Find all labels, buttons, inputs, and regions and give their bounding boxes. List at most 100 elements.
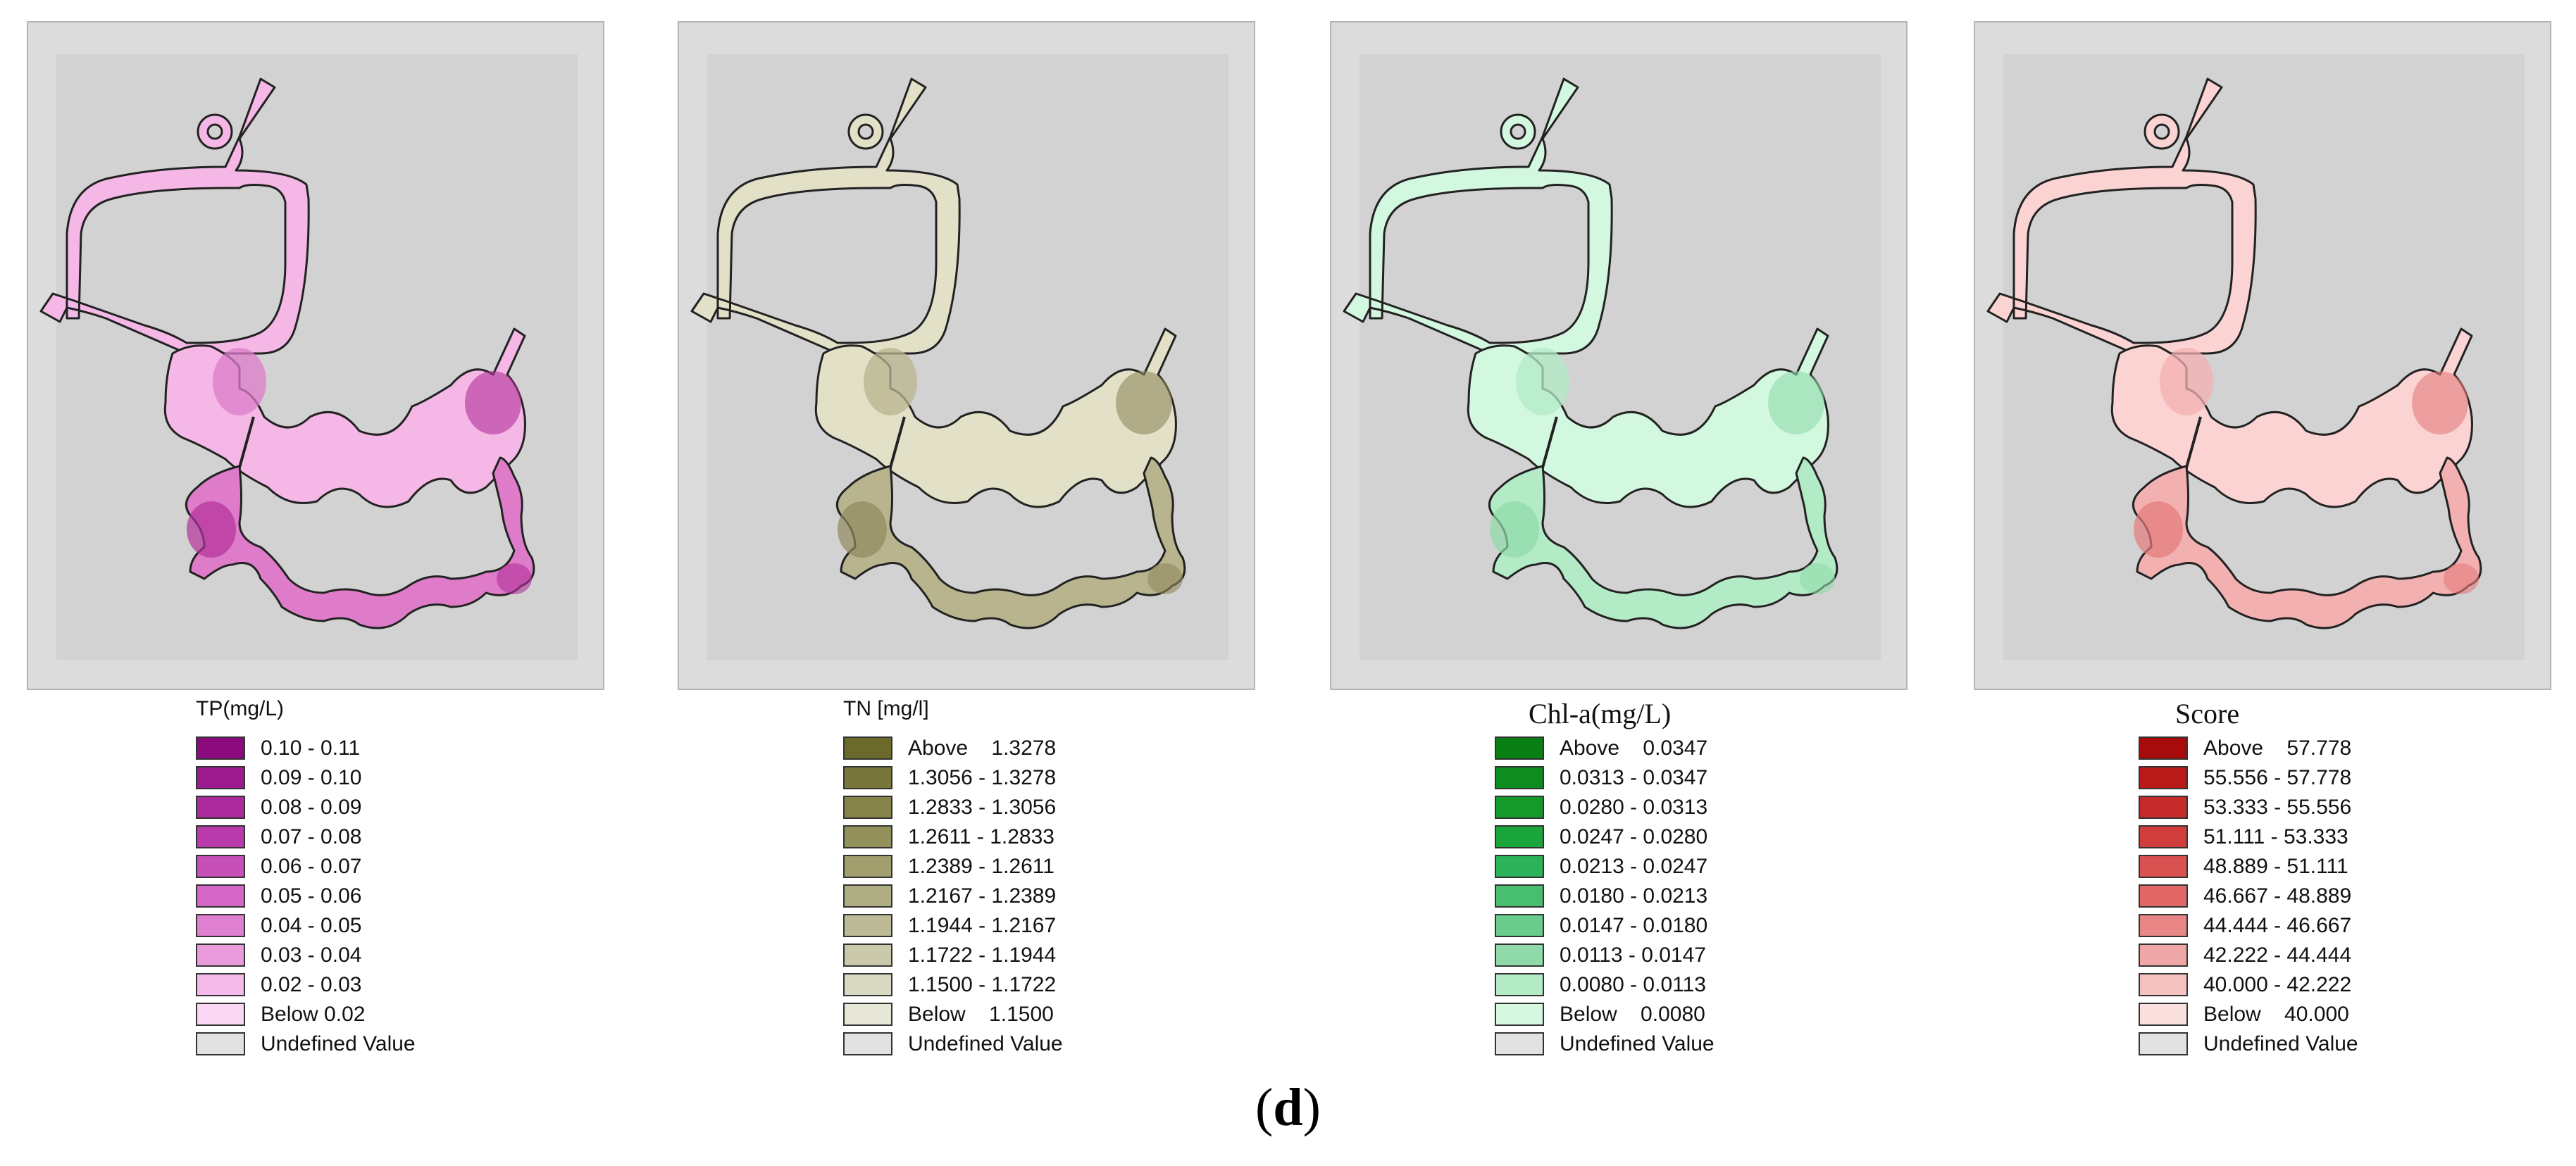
northern-channel (1343, 77, 1613, 358)
legend-label: 1.2389 - 1.2611 (908, 855, 1054, 878)
caption-letter: d (1273, 1078, 1303, 1137)
legend-label: 0.09 - 0.10 (261, 766, 362, 789)
legend-label: 0.10 - 0.11 (261, 736, 361, 760)
legend-swatch (196, 1032, 245, 1055)
lake-shape (39, 77, 535, 629)
panel-tn: TN [mg/l] Above 1.3278 1.3056 - 1.3278 1.2… (678, 0, 1312, 1055)
legend-label: 0.0080 - 0.0113 (1560, 973, 1706, 996)
connector-channel (238, 416, 255, 468)
legend-swatch (2139, 796, 2188, 819)
legend-swatch (1495, 1003, 1544, 1026)
legend-swatch (843, 766, 892, 789)
legend-swatch (196, 736, 245, 760)
legend-label: 1.2833 - 1.3056 (908, 796, 1057, 819)
legend-title: TN [mg/l] (843, 697, 929, 720)
legend-swatch (843, 884, 892, 908)
legend-swatch (1495, 796, 1544, 819)
legend-label: 51.111 - 53.333 (2203, 825, 2348, 848)
legend-swatch (843, 1003, 892, 1026)
northern-channel (690, 77, 961, 358)
legend-label: 1.2167 - 1.2389 (908, 884, 1057, 908)
concentration-zone (1516, 348, 1569, 415)
legend-swatch (2139, 855, 2188, 878)
concentration-zone (2444, 563, 2479, 594)
central-basin (1467, 327, 1829, 508)
northern-channel (1986, 77, 2257, 358)
northern-channel (39, 77, 310, 358)
central-basin (163, 327, 526, 508)
concentration-zone (497, 563, 532, 594)
legend-label: Undefined Value (261, 1032, 416, 1055)
roundabout-island (1510, 123, 1526, 140)
legend-swatch (843, 944, 892, 967)
legend-swatch (1495, 855, 1544, 878)
legend-label: 0.0313 - 0.0347 (1560, 766, 1708, 789)
legend-title: Score (2175, 698, 2240, 729)
legend-swatch (1495, 1032, 1544, 1055)
concentration-zone (465, 371, 521, 434)
southern-channel (835, 456, 1186, 629)
caption-close: ) (1302, 1078, 1321, 1137)
legend-label: 46.667 - 48.889 (2203, 884, 2352, 908)
legend-swatch (843, 1032, 892, 1055)
legend-swatch (2139, 825, 2188, 848)
legend-swatch (1495, 736, 1544, 760)
legend-label: 1.2611 - 1.2833 (908, 825, 1054, 848)
legend-swatch (2139, 736, 2188, 760)
legend-label: Below 0.02 (261, 1003, 366, 1026)
legend-label: 0.05 - 0.06 (261, 884, 362, 908)
concentration-zone (2412, 371, 2468, 434)
legend-swatch (843, 825, 892, 848)
legend-swatch (196, 884, 245, 908)
legend-swatch (196, 796, 245, 819)
legend-swatch (196, 766, 245, 789)
map-plot-area (56, 54, 578, 660)
lake-shape (690, 77, 1186, 629)
lake-map (1986, 77, 2482, 629)
concentration-zone (1490, 501, 1539, 558)
legend-swatch (843, 973, 892, 996)
legend-swatch (2139, 1032, 2188, 1055)
concentration-zone (864, 348, 917, 415)
legend-swatch (1495, 825, 1544, 848)
legend-label: 0.0180 - 0.0213 (1560, 884, 1708, 908)
legend-label: 44.444 - 46.667 (2203, 914, 2352, 937)
legend-title: Chl-a(mg/L) (1529, 698, 1672, 729)
legend-label: 0.08 - 0.09 (261, 796, 362, 819)
figure-caption: (d) (0, 1077, 2576, 1139)
legend-swatch (1495, 914, 1544, 937)
legend-label: 0.0280 - 0.0313 (1560, 796, 1708, 819)
legend-label: 42.222 - 44.444 (2203, 944, 2352, 967)
legend-title: TP(mg/L) (196, 697, 285, 720)
panel-chla: Chl-a(mg/L) Above 0.0347 0.0313 - 0.0347 0… (1330, 0, 1964, 1055)
legend-label: Below 1.1500 (908, 1003, 1054, 1026)
roundabout-island (2153, 123, 2170, 140)
concentration-zone (187, 501, 236, 558)
map-frame (1330, 21, 1908, 690)
legend-label: 0.0247 - 0.0280 (1560, 825, 1708, 848)
central-basin (2110, 327, 2473, 508)
legend-label: Below 40.000 (2203, 1003, 2349, 1026)
legend-label: 0.06 - 0.07 (261, 855, 362, 878)
map-frame (678, 21, 1255, 690)
legend-label: Below 0.0080 (1560, 1003, 1705, 1026)
legend-label: 53.333 - 55.556 (2203, 796, 2352, 819)
legend-swatch (1495, 884, 1544, 908)
legend-label: 55.556 - 57.778 (2203, 766, 2352, 789)
connector-channel (889, 416, 906, 468)
concentration-zone (1147, 563, 1183, 594)
southern-channel (185, 456, 535, 629)
legend-swatch (843, 736, 892, 760)
legend-label: 48.889 - 51.111 (2203, 855, 2348, 878)
legend-label: 0.0113 - 0.0147 (1560, 944, 1706, 967)
legend-label: Above 57.778 (2203, 736, 2352, 760)
legend-label: 0.03 - 0.04 (261, 944, 362, 967)
legend-swatch (196, 1003, 245, 1026)
caption-open: ( (1255, 1078, 1274, 1137)
map-frame (27, 21, 604, 690)
legend-swatch (196, 825, 245, 848)
panel-tp: TP(mg/L) 0.10 - 0.11 0.09 - 0.10 0.08 - 0.… (27, 0, 661, 1055)
map-plot-area (707, 54, 1228, 660)
legend-label: Undefined Value (1560, 1032, 1715, 1055)
legend-label: Undefined Value (908, 1032, 1063, 1055)
